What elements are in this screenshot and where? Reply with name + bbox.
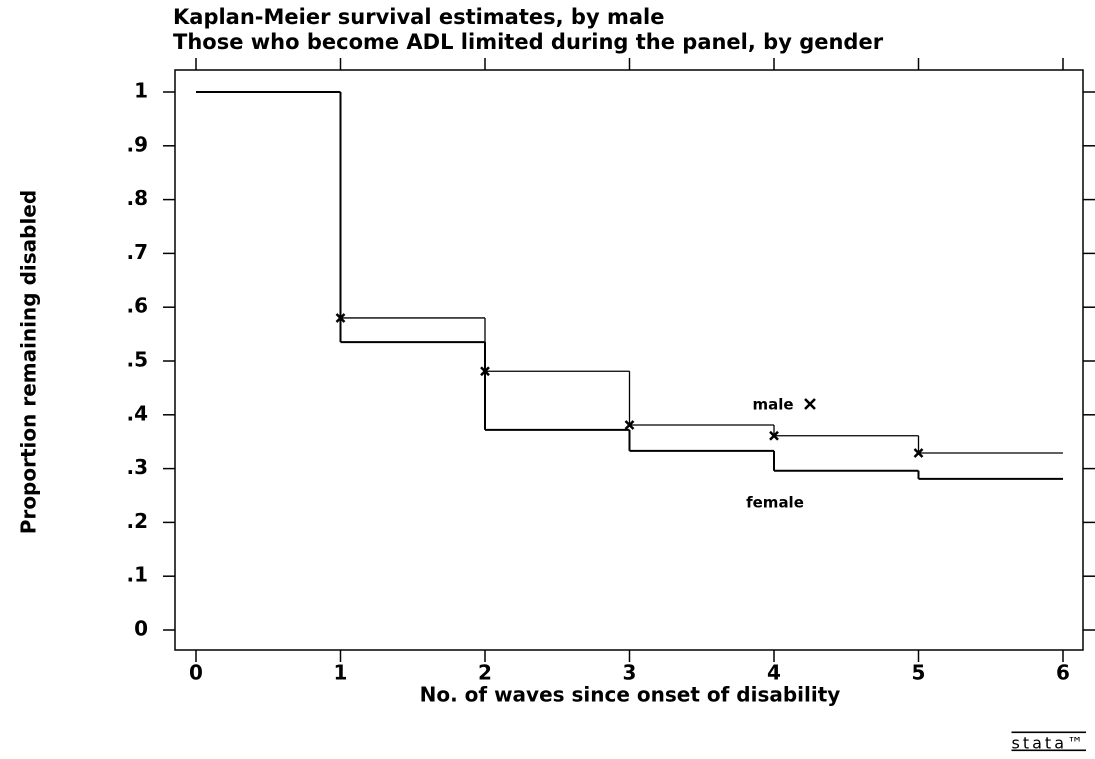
x-tick-label: 5	[912, 661, 926, 685]
x-axis-label: No. of waves since onset of disability	[420, 683, 841, 707]
x-tick-label: 1	[334, 661, 348, 685]
y-axis-label: Proportion remaining disabled	[17, 190, 41, 534]
chart-title: Kaplan-Meier survival estimates, by male	[173, 5, 664, 29]
legend-label: female	[746, 494, 804, 512]
x-tick-label: 3	[623, 661, 637, 685]
y-tick-label: .8	[126, 186, 148, 210]
censor-marker	[913, 448, 924, 458]
censor-marker	[624, 420, 635, 430]
x-tick-label: 6	[1056, 661, 1070, 685]
legend-marker	[804, 398, 816, 410]
chart-subtitle: Those who become ADL limited during the …	[173, 30, 884, 54]
y-tick-label: .9	[126, 132, 148, 156]
x-tick-label: 0	[189, 661, 203, 685]
censor-marker	[769, 430, 779, 441]
x-tick-label: 2	[478, 661, 492, 685]
y-tick-label: .1	[126, 563, 148, 587]
y-tick-label: 0	[134, 617, 148, 641]
y-tick-label: .2	[126, 509, 148, 533]
logo: stata™	[1012, 734, 1087, 753]
plot-frame	[174, 69, 1084, 651]
legend-label: male	[752, 396, 793, 414]
y-tick-label: .3	[126, 455, 148, 479]
x-tick-label: 4	[767, 661, 781, 685]
y-tick-label: 1	[134, 79, 148, 103]
y-tick-label: .6	[126, 294, 148, 318]
y-tick-label: .4	[126, 401, 148, 425]
y-tick-label: .7	[126, 240, 148, 264]
y-tick-label: .5	[126, 348, 148, 372]
